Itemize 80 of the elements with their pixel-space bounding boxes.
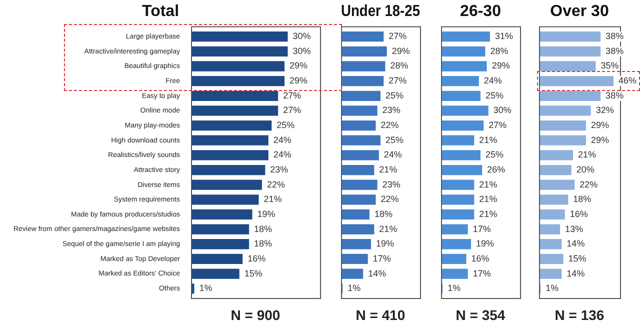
data-label: 26%: [487, 164, 506, 174]
data-label: 17%: [472, 268, 491, 278]
chart-title: Over 30: [550, 3, 609, 20]
data-label: 21%: [379, 224, 398, 234]
data-label: 1%: [448, 283, 461, 294]
data-label: 1%: [546, 283, 559, 294]
data-label: 29%: [492, 60, 510, 71]
data-label: 38%: [606, 90, 624, 100]
data-label: 14%: [566, 238, 585, 249]
data-label: 20%: [576, 164, 594, 174]
data-label: 38%: [606, 46, 624, 56]
data-label: 30%: [493, 105, 512, 116]
data-label: 23%: [382, 179, 400, 190]
data-label: 15%: [244, 268, 262, 278]
data-label: 21%: [479, 208, 498, 219]
data-label: 22%: [266, 179, 285, 190]
data-label: 27%: [283, 105, 302, 116]
data-label: 27%: [388, 76, 407, 86]
data-label: 21%: [264, 194, 282, 204]
data-label: 22%: [380, 120, 399, 130]
data-label: 17%: [372, 253, 391, 264]
data-label: 23%: [382, 105, 400, 116]
data-label: 29%: [590, 120, 609, 130]
data-label: 16%: [248, 253, 266, 264]
data-label: 22%: [580, 179, 598, 190]
data-label: 19%: [257, 208, 276, 219]
data-label: 25%: [486, 90, 504, 100]
data-label: 21%: [479, 134, 498, 145]
data-label: 18%: [573, 194, 592, 204]
data-label: 23%: [270, 164, 288, 174]
data-label: 32%: [596, 105, 614, 116]
data-label: 21%: [479, 179, 498, 190]
data-label: 25%: [276, 120, 295, 130]
chart-title: Total: [142, 3, 180, 20]
data-label: 27%: [388, 31, 407, 42]
data-label: 24%: [273, 134, 292, 145]
text: N = 410: [356, 306, 406, 323]
text: N = 136: [554, 306, 604, 323]
data-label: 24%: [484, 76, 502, 86]
data-label: 25%: [386, 134, 404, 145]
data-label: 15%: [568, 253, 586, 264]
data-label: 19%: [376, 238, 394, 249]
data-label: 38%: [606, 31, 624, 42]
data-label: 18%: [254, 238, 272, 249]
data-label: 24%: [384, 150, 402, 160]
data-label: 24%: [273, 150, 292, 160]
data-label: 19%: [476, 238, 494, 249]
data-label: 1%: [199, 283, 212, 294]
data-label: 25%: [486, 150, 504, 160]
data-label: 21%: [578, 150, 596, 160]
data-label: 14%: [566, 268, 585, 278]
data-label: 30%: [292, 46, 311, 56]
data-label: 29%: [290, 76, 308, 86]
data-label: 18%: [254, 224, 272, 234]
data-label: 27%: [488, 120, 507, 130]
data-label: 28%: [490, 46, 508, 56]
data-label: 30%: [292, 31, 311, 42]
data-label: 16%: [471, 253, 490, 264]
chart-title: 26-30: [460, 3, 502, 20]
chart-title: Under 18-25: [341, 2, 420, 20]
data-label: 21%: [479, 194, 498, 204]
data-label: 16%: [570, 208, 588, 219]
data-label: 14%: [368, 268, 386, 278]
data-label: 29%: [392, 46, 410, 56]
data-label: 46%: [618, 76, 637, 86]
data-label: 28%: [390, 60, 408, 71]
data-label: 27%: [283, 90, 302, 100]
data-label: 31%: [494, 31, 513, 42]
data-label: 22%: [380, 194, 399, 204]
data-label: 21%: [379, 164, 398, 174]
text: N = 354: [456, 306, 506, 323]
data-label: 18%: [374, 208, 392, 219]
data-label: 25%: [386, 90, 404, 100]
data-label: 13%: [565, 224, 584, 234]
data-label: 29%: [590, 134, 609, 145]
data-label: 29%: [290, 60, 308, 71]
data-label: 35%: [600, 60, 619, 71]
data-label: 17%: [472, 224, 491, 234]
data-label: 1%: [348, 283, 361, 294]
text: N = 900: [230, 306, 280, 323]
